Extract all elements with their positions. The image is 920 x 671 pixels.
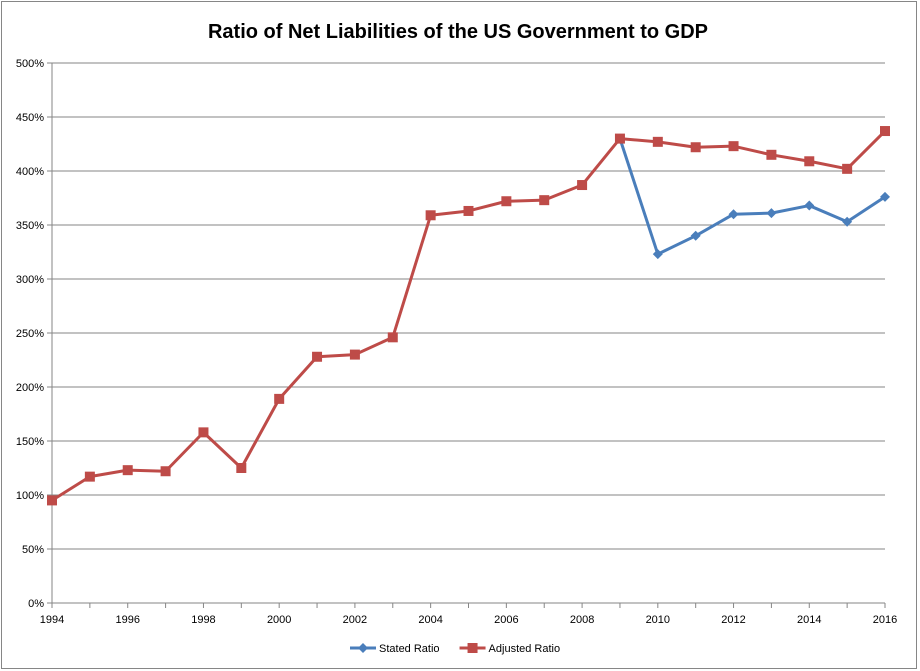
y-tick-label: 0% — [28, 598, 44, 610]
legend-label: Stated Ratio — [379, 643, 440, 655]
data-point — [728, 209, 739, 220]
x-axis-ticks: 1994 1996 1998 2000 2002 2004 2006 2008 2010 2012… — [40, 603, 897, 626]
data-point — [804, 200, 815, 211]
y-tick-label: 150% — [16, 436, 44, 448]
series-group — [47, 126, 890, 506]
series-stated-ratio — [614, 133, 890, 260]
data-point — [312, 351, 323, 362]
data-point — [842, 216, 853, 227]
data-point — [84, 471, 95, 482]
y-tick-label: 350% — [16, 220, 44, 232]
y-tick-label: 100% — [16, 490, 44, 502]
y-tick-label: 400% — [16, 166, 44, 178]
legend-swatch-marker — [467, 643, 478, 653]
x-tick-label: 1996 — [115, 614, 139, 626]
data-point — [690, 142, 701, 153]
x-tick-label: 2000 — [267, 614, 291, 626]
legend-item: Stated Ratio — [350, 643, 440, 655]
data-point — [880, 191, 890, 202]
legend-item: Adjusted Ratio — [459, 643, 561, 655]
data-point — [766, 149, 777, 160]
y-tick-label: 250% — [16, 328, 44, 340]
x-tick-label: 1994 — [40, 614, 64, 626]
data-point — [387, 332, 398, 343]
data-point — [160, 466, 171, 477]
data-point — [236, 463, 247, 473]
data-point — [880, 126, 890, 137]
series-adjusted-ratio — [47, 126, 890, 506]
data-point — [804, 156, 815, 167]
data-point — [652, 249, 663, 260]
legend-label: Adjusted Ratio — [489, 643, 561, 655]
data-point — [274, 393, 285, 404]
data-point — [614, 133, 625, 144]
data-point — [425, 210, 436, 221]
y-tick-label: 200% — [16, 382, 44, 394]
series-line — [51, 129, 887, 502]
grid — [52, 62, 885, 550]
data-point — [501, 196, 512, 207]
y-tick-label: 500% — [16, 58, 44, 70]
x-tick-label: 2006 — [494, 614, 518, 626]
data-point — [122, 465, 133, 476]
data-point — [652, 136, 663, 147]
series-line — [618, 138, 886, 256]
data-point — [349, 349, 360, 360]
data-point — [766, 208, 777, 219]
x-tick-label: 2004 — [418, 614, 442, 626]
y-axis-ticks: 0% 50% 100% 150% 200% 250% 300% 350% 400% 450% 500… — [16, 58, 52, 610]
data-point — [463, 205, 474, 216]
data-point — [577, 180, 588, 191]
x-tick-label: 2016 — [873, 614, 897, 626]
data-point — [47, 495, 57, 506]
data-point — [842, 163, 853, 174]
y-tick-label: 50% — [22, 544, 44, 556]
x-tick-label: 1998 — [191, 614, 215, 626]
x-tick-label: 2010 — [646, 614, 670, 626]
x-tick-label: 2008 — [570, 614, 594, 626]
data-point — [539, 195, 550, 206]
x-tick-label: 2012 — [721, 614, 745, 626]
data-point — [690, 230, 701, 241]
legend: Stated Ratio Adjusted Ratio — [350, 643, 560, 655]
legend-swatch-marker — [358, 643, 368, 653]
data-point — [198, 427, 209, 438]
chart-title: Ratio of Net Liabilities of the US Gover… — [208, 21, 708, 43]
data-point — [728, 141, 739, 152]
y-tick-label: 300% — [16, 274, 44, 286]
y-tick-label: 450% — [16, 112, 44, 124]
x-tick-label: 2014 — [797, 614, 821, 626]
x-tick-label: 2002 — [343, 614, 367, 626]
